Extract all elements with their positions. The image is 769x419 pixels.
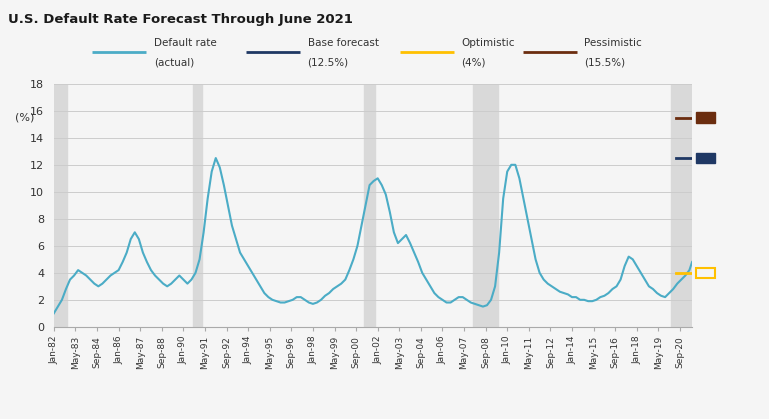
Text: (actual): (actual) bbox=[154, 57, 194, 67]
Bar bbox=[365, 84, 375, 327]
Text: (15.5%): (15.5%) bbox=[584, 57, 625, 67]
Bar bbox=[671, 84, 692, 327]
Bar bbox=[54, 84, 68, 327]
Text: U.S. Default Rate Forecast Through June 2021: U.S. Default Rate Forecast Through June … bbox=[8, 13, 352, 26]
Text: Base forecast: Base forecast bbox=[308, 38, 378, 48]
Text: Pessimistic: Pessimistic bbox=[584, 38, 642, 48]
Text: Default rate: Default rate bbox=[154, 38, 217, 48]
Text: Optimistic: Optimistic bbox=[461, 38, 515, 48]
Text: (%): (%) bbox=[15, 112, 35, 122]
Bar bbox=[474, 84, 498, 327]
Bar bbox=[193, 84, 202, 327]
Text: (4%): (4%) bbox=[461, 57, 486, 67]
Text: (12.5%): (12.5%) bbox=[308, 57, 348, 67]
